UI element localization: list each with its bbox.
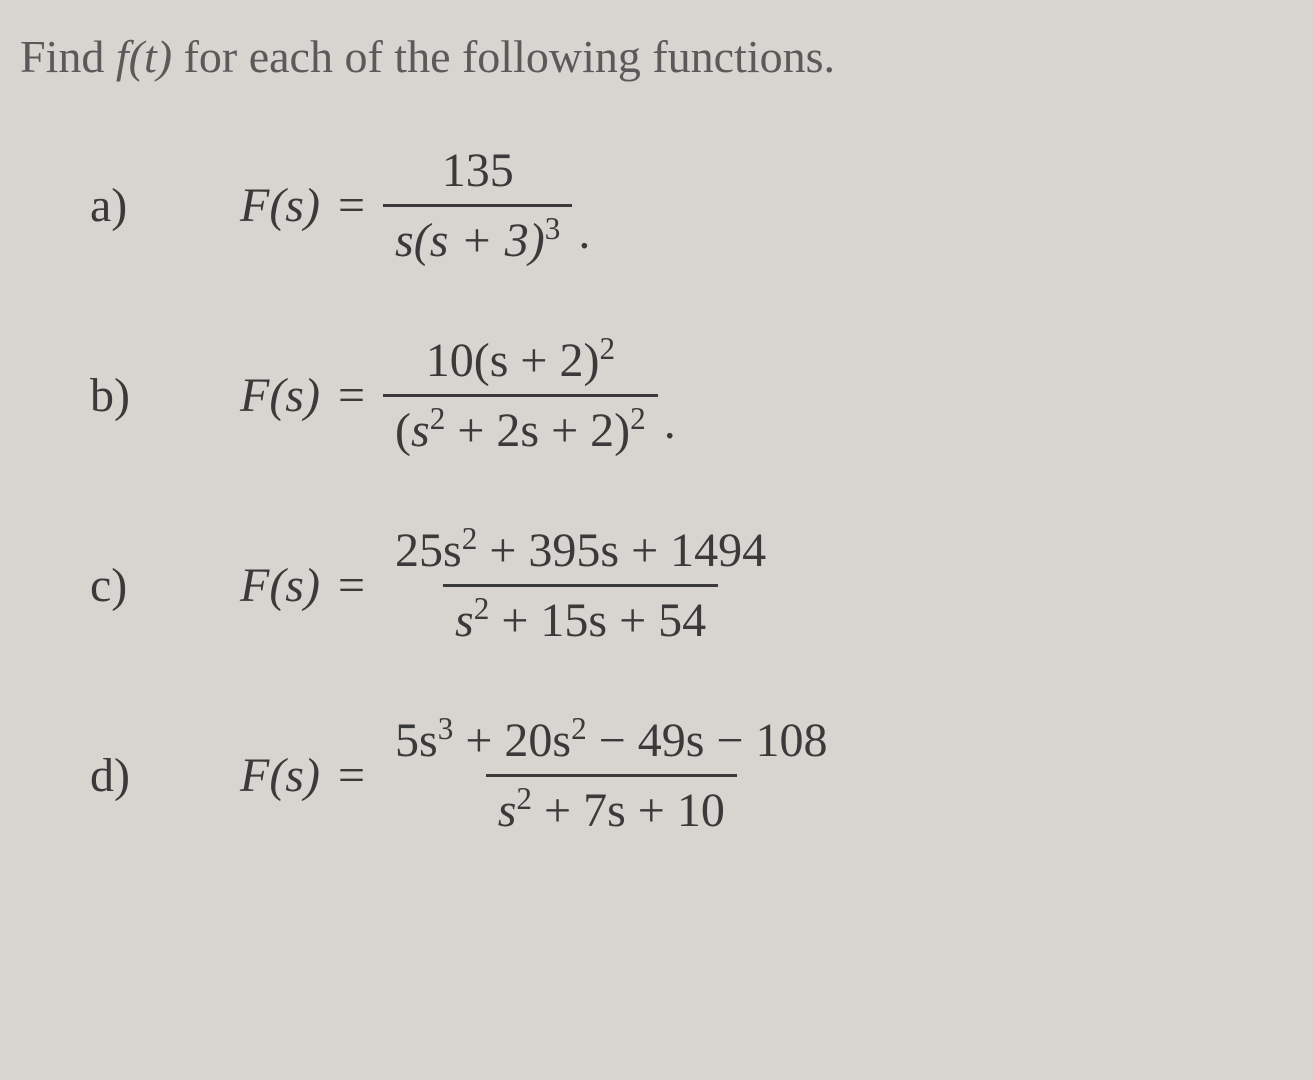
fraction: 10(s + 2)2 (s2 + 2s + 2)2 (383, 333, 658, 458)
denominator: (s2 + 2s + 2)2 (383, 394, 658, 458)
denom-prefix: s (455, 594, 474, 647)
problem-equation: F(s) = 10(s + 2)2 (s2 + 2s + 2)2 . (240, 333, 676, 458)
denom-exp1: 2 (516, 781, 532, 816)
problem-prompt: Find f(t) for each of the following func… (20, 30, 1293, 83)
denom-exp1: 2 (430, 401, 446, 436)
problem-label: d) (90, 748, 150, 803)
problem-d: d) F(s) = 5s3 + 20s2 − 49s − 108 s2 + 7s… (90, 713, 1293, 838)
denom-exp1: 2 (474, 591, 490, 626)
denom-part1: (s (395, 404, 430, 457)
prompt-after-text: for each of the following functions. (172, 31, 835, 82)
problem-equation: F(s) = 5s3 + 20s2 − 49s − 108 s2 + 7s + … (240, 713, 840, 838)
fraction: 135 s(s + 3)3 (383, 143, 572, 268)
numerator: 135 (430, 143, 526, 204)
problem-b: b) F(s) = 10(s + 2)2 (s2 + 2s + 2)2 . (90, 333, 1293, 458)
problem-label: a) (90, 178, 150, 233)
num-rest: + 395s + 1494 (477, 524, 766, 577)
denom-rest: + 15s + 54 (489, 594, 706, 647)
denom-exponent: 3 (545, 211, 561, 246)
denom-mid: + 2s + 2) (445, 404, 630, 457)
equals-sign: = (338, 748, 365, 803)
function-name: F(s) (240, 558, 320, 613)
fraction: 25s2 + 395s + 1494 s2 + 15s + 54 (383, 523, 778, 648)
denominator: s(s + 3)3 (383, 204, 572, 268)
num-rest: − 49s − 108 (587, 714, 828, 767)
denom-exp2: 2 (630, 401, 646, 436)
equals-sign: = (338, 178, 365, 233)
equals-sign: = (338, 368, 365, 423)
problem-label: c) (90, 558, 150, 613)
function-name: F(s) (240, 368, 320, 423)
problem-c: c) F(s) = 25s2 + 395s + 1494 s2 + 15s + … (90, 523, 1293, 648)
denom-prefix: s(s + 3) (395, 214, 545, 267)
denominator: s2 + 7s + 10 (486, 774, 737, 838)
num-prefix: 5s (395, 714, 438, 767)
denominator: s2 + 15s + 54 (443, 584, 718, 648)
numerator: 5s3 + 20s2 − 49s − 108 (383, 713, 839, 774)
num-exp1: 3 (438, 711, 454, 746)
denom-prefix: s (498, 784, 517, 837)
prompt-before-text: Find (20, 31, 116, 82)
num-exponent: 2 (599, 331, 615, 366)
problems-list: a) F(s) = 135 s(s + 3)3 . b) F(s) = 10(s… (20, 143, 1293, 838)
num-exp1: 2 (462, 521, 478, 556)
num-prefix: 25s (395, 524, 462, 577)
prompt-function: f(t) (116, 31, 172, 82)
function-name: F(s) (240, 748, 320, 803)
num-exp2: 2 (571, 711, 587, 746)
problem-a: a) F(s) = 135 s(s + 3)3 . (90, 143, 1293, 268)
denom-rest: + 7s + 10 (532, 784, 725, 837)
fraction: 5s3 + 20s2 − 49s − 108 s2 + 7s + 10 (383, 713, 839, 838)
numerator: 10(s + 2)2 (414, 333, 627, 394)
period: . (578, 205, 590, 260)
numerator: 25s2 + 395s + 1494 (383, 523, 778, 584)
num-prefix: 10(s + 2) (426, 334, 600, 387)
problem-label: b) (90, 368, 150, 423)
problem-equation: F(s) = 135 s(s + 3)3 . (240, 143, 590, 268)
problem-equation: F(s) = 25s2 + 395s + 1494 s2 + 15s + 54 (240, 523, 778, 648)
function-name: F(s) (240, 178, 320, 233)
num-mid: + 20s (453, 714, 571, 767)
equals-sign: = (338, 558, 365, 613)
period: . (664, 395, 676, 450)
